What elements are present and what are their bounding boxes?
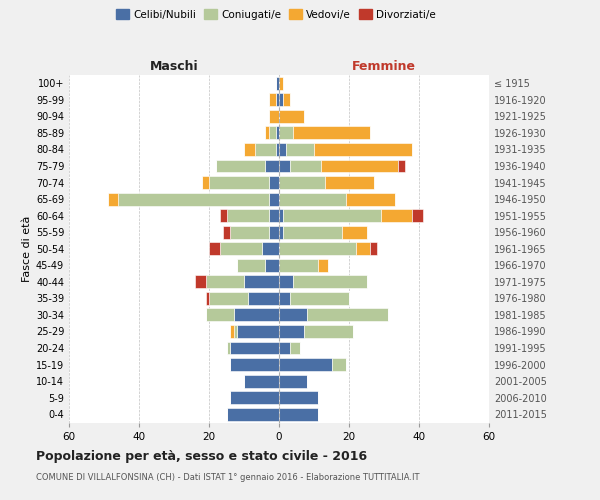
- Bar: [265, 259, 279, 272]
- Bar: [275, 126, 279, 140]
- Bar: [279, 342, 290, 354]
- Bar: [279, 209, 283, 222]
- Legend: Celibi/Nubili, Coniugati/e, Vedovi/e, Divorziati/e: Celibi/Nubili, Coniugati/e, Vedovi/e, Di…: [112, 5, 440, 24]
- Bar: [279, 308, 307, 322]
- Bar: [279, 325, 304, 338]
- Bar: [269, 126, 275, 140]
- Bar: [279, 110, 304, 123]
- Bar: [290, 292, 349, 305]
- Bar: [279, 126, 293, 140]
- Bar: [107, 192, 118, 205]
- Bar: [269, 209, 279, 222]
- Bar: [370, 242, 377, 255]
- Bar: [205, 308, 233, 322]
- Bar: [331, 358, 346, 371]
- Bar: [202, 176, 209, 189]
- Text: Popolazione per età, sesso e stato civile - 2016: Popolazione per età, sesso e stato civil…: [36, 450, 367, 463]
- Bar: [283, 226, 342, 238]
- Bar: [205, 276, 244, 288]
- Bar: [237, 325, 279, 338]
- Bar: [269, 226, 279, 238]
- Bar: [293, 276, 367, 288]
- Bar: [269, 94, 275, 106]
- Bar: [412, 209, 422, 222]
- Bar: [342, 226, 367, 238]
- Bar: [279, 259, 317, 272]
- Bar: [356, 242, 370, 255]
- Bar: [216, 160, 265, 172]
- Bar: [290, 160, 321, 172]
- Bar: [209, 242, 220, 255]
- Bar: [227, 209, 269, 222]
- Bar: [233, 325, 237, 338]
- Bar: [244, 374, 279, 388]
- Bar: [269, 192, 279, 205]
- Bar: [275, 77, 279, 90]
- Bar: [209, 292, 248, 305]
- Bar: [279, 77, 283, 90]
- Text: COMUNE DI VILLALFONSINA (CH) - Dati ISTAT 1° gennaio 2016 - Elaborazione TUTTITA: COMUNE DI VILLALFONSINA (CH) - Dati ISTA…: [36, 472, 419, 482]
- Bar: [317, 259, 328, 272]
- Bar: [279, 192, 346, 205]
- Bar: [269, 176, 279, 189]
- Bar: [265, 126, 269, 140]
- Bar: [283, 94, 290, 106]
- Bar: [279, 374, 307, 388]
- Bar: [398, 160, 405, 172]
- Bar: [279, 292, 290, 305]
- Bar: [304, 325, 353, 338]
- Bar: [325, 176, 373, 189]
- Bar: [283, 209, 380, 222]
- Bar: [269, 110, 279, 123]
- Bar: [244, 276, 279, 288]
- Text: Maschi: Maschi: [149, 60, 199, 72]
- Bar: [275, 143, 279, 156]
- Bar: [380, 209, 412, 222]
- Bar: [244, 143, 254, 156]
- Bar: [279, 391, 317, 404]
- Bar: [220, 242, 262, 255]
- Bar: [346, 192, 395, 205]
- Bar: [279, 358, 331, 371]
- Y-axis label: Fasce di età: Fasce di età: [22, 216, 32, 282]
- Bar: [307, 308, 388, 322]
- Bar: [279, 160, 290, 172]
- Bar: [279, 242, 356, 255]
- Text: Femmine: Femmine: [352, 60, 416, 72]
- Bar: [279, 276, 293, 288]
- Bar: [293, 126, 370, 140]
- Bar: [227, 408, 279, 420]
- Bar: [290, 342, 300, 354]
- Bar: [230, 342, 279, 354]
- Bar: [265, 160, 279, 172]
- Bar: [227, 342, 230, 354]
- Bar: [279, 176, 325, 189]
- Bar: [262, 242, 279, 255]
- Bar: [205, 292, 209, 305]
- Bar: [275, 94, 279, 106]
- Bar: [223, 226, 230, 238]
- Bar: [195, 276, 205, 288]
- Bar: [209, 176, 269, 189]
- Bar: [286, 143, 314, 156]
- Bar: [279, 226, 283, 238]
- Bar: [220, 209, 227, 222]
- Bar: [248, 292, 279, 305]
- Bar: [254, 143, 275, 156]
- Bar: [230, 391, 279, 404]
- Bar: [230, 226, 269, 238]
- Bar: [279, 408, 317, 420]
- Bar: [279, 143, 286, 156]
- Bar: [321, 160, 398, 172]
- Bar: [230, 358, 279, 371]
- Bar: [237, 259, 265, 272]
- Bar: [233, 308, 279, 322]
- Bar: [314, 143, 412, 156]
- Bar: [279, 94, 283, 106]
- Bar: [118, 192, 269, 205]
- Bar: [230, 325, 233, 338]
